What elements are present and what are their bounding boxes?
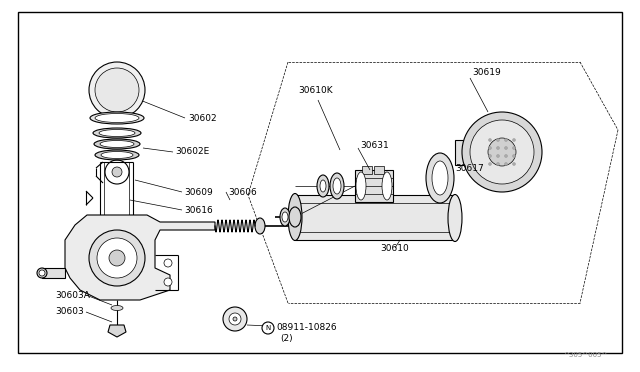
Circle shape: [39, 270, 45, 276]
Circle shape: [164, 278, 172, 286]
Ellipse shape: [37, 268, 47, 278]
Ellipse shape: [382, 172, 392, 200]
Ellipse shape: [93, 128, 141, 138]
Ellipse shape: [100, 141, 134, 148]
Text: 30619: 30619: [472, 67, 500, 77]
Circle shape: [164, 259, 172, 267]
Text: 30602: 30602: [188, 113, 216, 122]
Circle shape: [229, 313, 241, 325]
Ellipse shape: [94, 139, 140, 149]
Ellipse shape: [90, 112, 144, 124]
Bar: [455, 140, 502, 165]
Polygon shape: [65, 215, 215, 300]
Circle shape: [513, 154, 515, 157]
Circle shape: [488, 163, 492, 166]
Polygon shape: [42, 268, 65, 278]
Text: 30602E: 30602E: [175, 147, 209, 155]
Bar: [362, 166, 372, 174]
Bar: [374, 166, 384, 174]
Circle shape: [89, 230, 145, 286]
Ellipse shape: [99, 129, 135, 137]
Circle shape: [488, 138, 492, 141]
Text: 30610K: 30610K: [298, 86, 333, 94]
Circle shape: [504, 154, 508, 157]
Circle shape: [497, 147, 499, 150]
Circle shape: [504, 147, 508, 150]
Ellipse shape: [288, 193, 302, 241]
Polygon shape: [108, 325, 126, 337]
Circle shape: [504, 163, 508, 166]
Circle shape: [497, 163, 499, 166]
Circle shape: [462, 112, 542, 192]
Circle shape: [223, 307, 247, 331]
Text: 30606: 30606: [228, 187, 257, 196]
Text: 30617: 30617: [455, 164, 484, 173]
Circle shape: [488, 138, 516, 166]
Ellipse shape: [101, 151, 133, 158]
Text: 08911-10826: 08911-10826: [276, 324, 337, 333]
Ellipse shape: [280, 208, 290, 226]
Text: 30603: 30603: [55, 308, 84, 317]
Text: 30631: 30631: [360, 141, 388, 150]
Circle shape: [513, 147, 515, 150]
Circle shape: [233, 317, 237, 321]
Text: ^305^005^: ^305^005^: [564, 352, 608, 358]
Circle shape: [504, 138, 508, 141]
Text: 30610: 30610: [380, 244, 409, 253]
Ellipse shape: [282, 212, 288, 222]
Ellipse shape: [95, 113, 139, 122]
Ellipse shape: [426, 153, 454, 203]
Ellipse shape: [111, 305, 123, 311]
Text: 30609: 30609: [184, 187, 212, 196]
Circle shape: [95, 68, 139, 112]
Ellipse shape: [448, 195, 462, 241]
Ellipse shape: [95, 150, 139, 160]
Circle shape: [497, 138, 499, 141]
Text: 30616: 30616: [184, 205, 212, 215]
Circle shape: [262, 322, 274, 334]
Ellipse shape: [330, 173, 344, 199]
Circle shape: [112, 167, 122, 177]
Circle shape: [470, 120, 534, 184]
Circle shape: [488, 154, 492, 157]
Ellipse shape: [255, 218, 265, 234]
Circle shape: [513, 138, 515, 141]
Circle shape: [488, 147, 492, 150]
Circle shape: [513, 163, 515, 166]
Ellipse shape: [356, 172, 366, 200]
Circle shape: [97, 238, 137, 278]
Text: (2): (2): [280, 334, 292, 343]
Ellipse shape: [289, 207, 301, 227]
Text: 30603A: 30603A: [55, 291, 90, 299]
Ellipse shape: [432, 161, 448, 195]
Ellipse shape: [333, 178, 341, 194]
Text: N: N: [266, 325, 271, 331]
Circle shape: [497, 154, 499, 157]
Ellipse shape: [317, 175, 329, 197]
Ellipse shape: [320, 180, 326, 192]
Circle shape: [89, 62, 145, 118]
Polygon shape: [295, 195, 455, 240]
Circle shape: [109, 250, 125, 266]
Bar: [355, 170, 393, 202]
